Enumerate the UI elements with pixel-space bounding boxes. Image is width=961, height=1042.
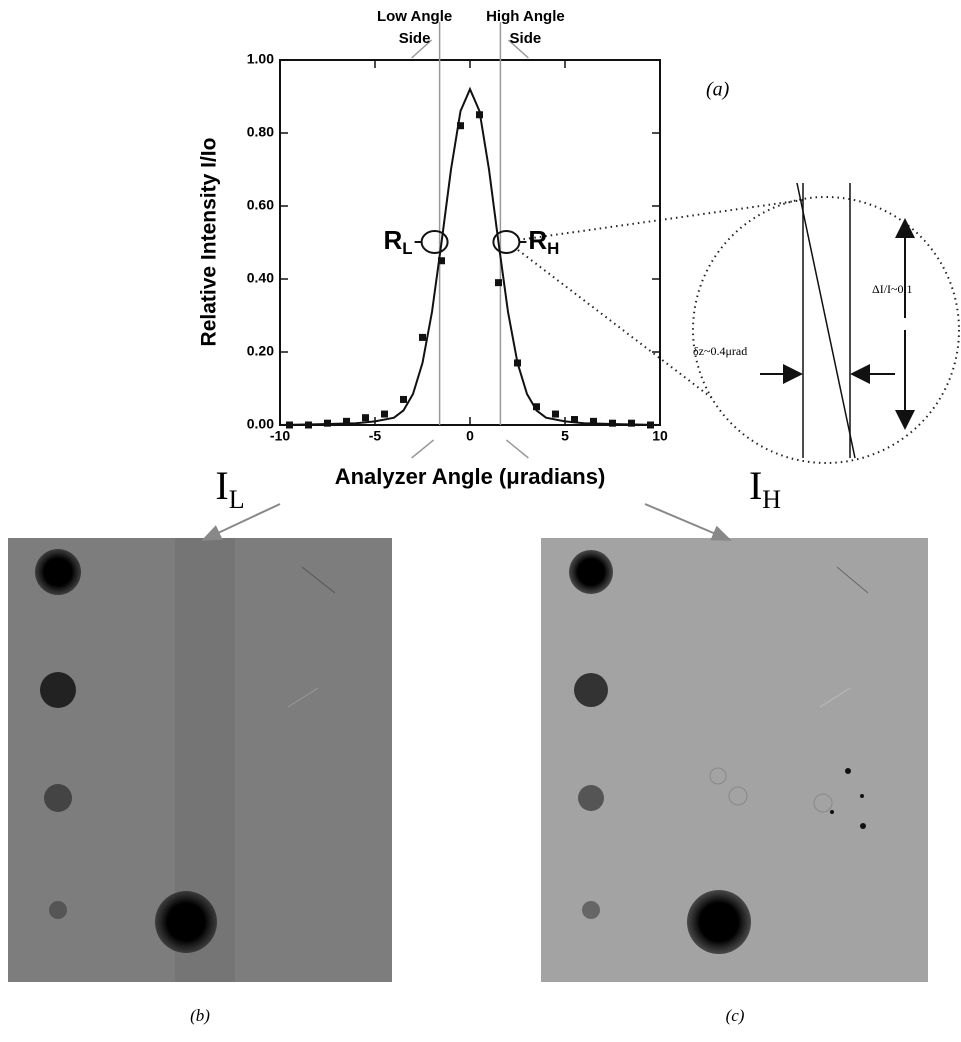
x-axis-label: Analyzer Angle (μradians) [335, 464, 606, 489]
image-caption: (b) [190, 1006, 210, 1025]
data-point [571, 416, 578, 424]
y-tick-label: 1.00 [247, 51, 274, 67]
x-tick-label: 5 [561, 428, 569, 444]
side-label: Side [399, 30, 431, 47]
x-tick-label: 10 [652, 428, 668, 444]
data-point [628, 419, 635, 427]
data-point [438, 257, 445, 265]
y-tick-label: 0.80 [247, 124, 274, 140]
main-text: R [528, 225, 547, 255]
x-tick-label: -10 [270, 428, 290, 444]
image-c [541, 538, 928, 982]
subscript-label: RH [528, 225, 559, 258]
sub-text: L [229, 485, 245, 514]
data-point [457, 122, 464, 130]
subscript-label: IH [749, 463, 781, 514]
side-label: Side [510, 30, 542, 47]
zoom-line [517, 249, 713, 399]
side-pointer [507, 39, 529, 59]
inset-label: δz~0.4μrad [693, 344, 747, 358]
inset-circle [692, 196, 960, 464]
point-marker [420, 230, 449, 254]
fit-curve [279, 86, 661, 426]
data-point [381, 410, 388, 418]
main-text: I [749, 463, 762, 508]
y-tick-label: 0.40 [247, 270, 274, 286]
x-tick-label: -5 [369, 428, 382, 444]
inset-label: ΔI/I~0.1 [872, 282, 913, 296]
main-text: R [383, 225, 402, 255]
pointer [644, 503, 732, 541]
pointer [201, 503, 281, 541]
data-point [533, 403, 540, 411]
image-caption: (c) [726, 1006, 745, 1025]
y-tick-label: 0.00 [247, 416, 274, 432]
data-point [343, 417, 350, 425]
data-point [400, 395, 407, 403]
x-tick-label: 0 [466, 428, 474, 444]
sub-text: L [402, 239, 412, 258]
data-point [495, 279, 502, 287]
y-axis-label: Relative Intensity I/Io [198, 138, 221, 347]
side-pointer [505, 439, 529, 459]
y-tick-label: 0.20 [247, 343, 274, 359]
data-point [552, 410, 559, 418]
side-pointer [411, 439, 435, 459]
subscript-label: IL [215, 463, 244, 514]
sub-text: H [762, 485, 781, 514]
side-label: High Angle [486, 8, 565, 25]
data-point [362, 414, 369, 422]
panel-label: (a) [706, 79, 730, 101]
data-point [590, 417, 597, 425]
inset-slope [796, 182, 856, 459]
data-point [419, 333, 426, 341]
y-tick-label: 0.60 [247, 197, 274, 213]
sub-text: H [547, 239, 559, 258]
image-b [8, 538, 392, 982]
main-text: I [215, 463, 228, 508]
side-pointer [411, 39, 433, 59]
subscript-label: RL [383, 225, 412, 258]
side-label: Low Angle [377, 8, 452, 25]
plot-frame [279, 59, 661, 426]
